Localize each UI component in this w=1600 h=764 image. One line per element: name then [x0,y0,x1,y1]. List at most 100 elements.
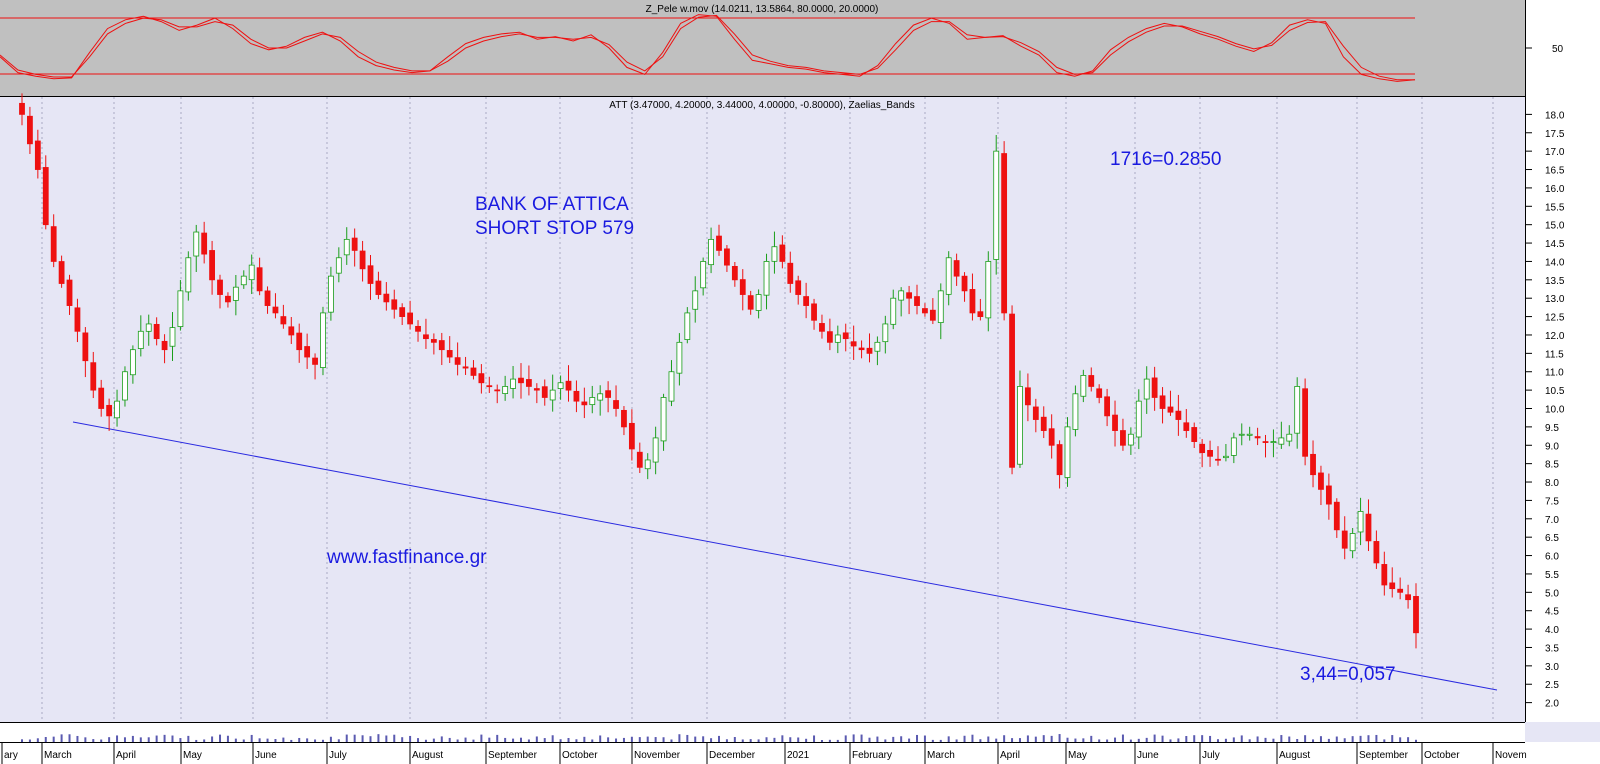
candle-33 [280,304,287,329]
volume-bar-119 [963,735,966,742]
candle-134 [1080,369,1087,403]
volume-bar-141 [1137,738,1140,742]
volume-bar-135 [1090,735,1093,742]
candle-132 [1064,417,1071,487]
candle-116 [937,283,944,340]
volume-bar-44 [369,736,372,742]
volume-bar-130 [1050,735,1053,742]
volume-bar-170 [1367,735,1370,742]
volume-bar-154 [1240,735,1243,742]
y-tick-label-9: 6.5 [1545,533,1559,544]
y-tick-label-30: 17.0 [1545,147,1565,158]
volume-bar-95 [773,737,776,742]
candle-38 [320,306,326,376]
y-tick-label-6: 5.0 [1545,588,1559,599]
candle-127 [1024,373,1031,422]
candle-57 [470,360,477,380]
candle-98 [795,275,802,305]
volume-bar-12 [116,735,119,742]
candle-161 [1294,377,1301,449]
volume-bar-78 [638,737,641,742]
volume-bar-59 [488,737,491,742]
volume-bar-49 [409,735,412,742]
volume-bar-129 [1042,735,1045,742]
candle-42 [351,228,358,267]
candle-129 [1040,406,1047,439]
volume-bar-153 [1232,737,1235,742]
volume-bar-175 [1407,737,1410,742]
candle-159 [1278,421,1285,449]
volume-bar-74 [607,737,610,742]
candle-169 [1357,497,1364,546]
candle-143 [1151,366,1158,411]
candle-4 [50,214,57,268]
candle-54 [446,336,453,364]
volume-bar-111 [900,736,903,742]
candle-36 [304,333,311,369]
candle-26 [225,292,231,308]
volume-bar-174 [1399,737,1402,742]
candle-96 [779,235,786,269]
candle-123 [993,135,1000,275]
volume-bar-161 [1296,738,1299,742]
volume-bar-77 [630,736,633,742]
volume-bar-110 [892,736,895,742]
candle-19 [169,312,176,361]
candle-120 [969,273,976,321]
y-tick-label-21: 12.5 [1545,313,1565,324]
volume-bar-42 [353,734,356,742]
volume-bar-93 [757,739,760,742]
y-tick-label-28: 16.0 [1545,184,1565,195]
candle-164 [1318,465,1324,506]
candle-115 [929,298,936,325]
y-tick-label-8: 6.0 [1545,552,1559,563]
candle-155 [1246,426,1253,441]
volume-bar-162 [1304,735,1307,742]
volume-bar-158 [1272,738,1275,742]
oscillator-panel [0,0,1525,96]
candle-8 [82,327,89,378]
candle-60 [494,384,501,404]
candle-1 [27,106,33,154]
y-tick-label-22: 13.0 [1545,294,1565,305]
volume-bar-19 [171,735,174,742]
x-tick-label-16: June [1137,750,1159,761]
price-panel [0,97,1525,722]
candle-55 [454,342,461,376]
candle-176 [1413,583,1419,649]
volume-bar-30 [258,738,261,742]
candle-166 [1333,498,1340,538]
candle-30 [256,257,263,296]
volume-bar-56 [464,737,467,742]
candle-75 [613,385,619,417]
candle-128 [1032,398,1039,433]
candle-152 [1223,444,1229,462]
candle-137 [1104,388,1111,427]
y-tick-label-0: 2.0 [1545,699,1559,710]
volume-bar-10 [100,739,103,742]
candle-48 [399,303,406,326]
candle-156 [1254,427,1261,446]
oscillator-title: Z_Pele w.mov (14.0211, 13.5864, 80.0000,… [646,4,879,15]
y-tick-label-3: 3.5 [1545,643,1559,654]
candle-135 [1088,367,1095,392]
volume-bar-7 [76,735,79,742]
volume-strip [0,722,1525,742]
candle-86 [700,257,707,296]
candle-125 [1009,305,1015,475]
candle-58 [478,364,485,394]
y-tick-label-29: 16.5 [1545,166,1565,177]
volume-bar-114 [923,735,926,742]
volume-bar-70 [575,739,578,742]
candle-149 [1199,439,1206,468]
candle-133 [1072,385,1079,437]
candle-94 [763,253,770,310]
x-tick-label-12: February [852,750,892,761]
volume-bar-157 [1264,737,1267,742]
volume-bar-134 [1082,738,1085,742]
candle-2 [34,129,41,179]
volume-bars [21,734,1417,742]
volume-bar-55 [456,739,459,742]
candle-61 [502,375,509,401]
